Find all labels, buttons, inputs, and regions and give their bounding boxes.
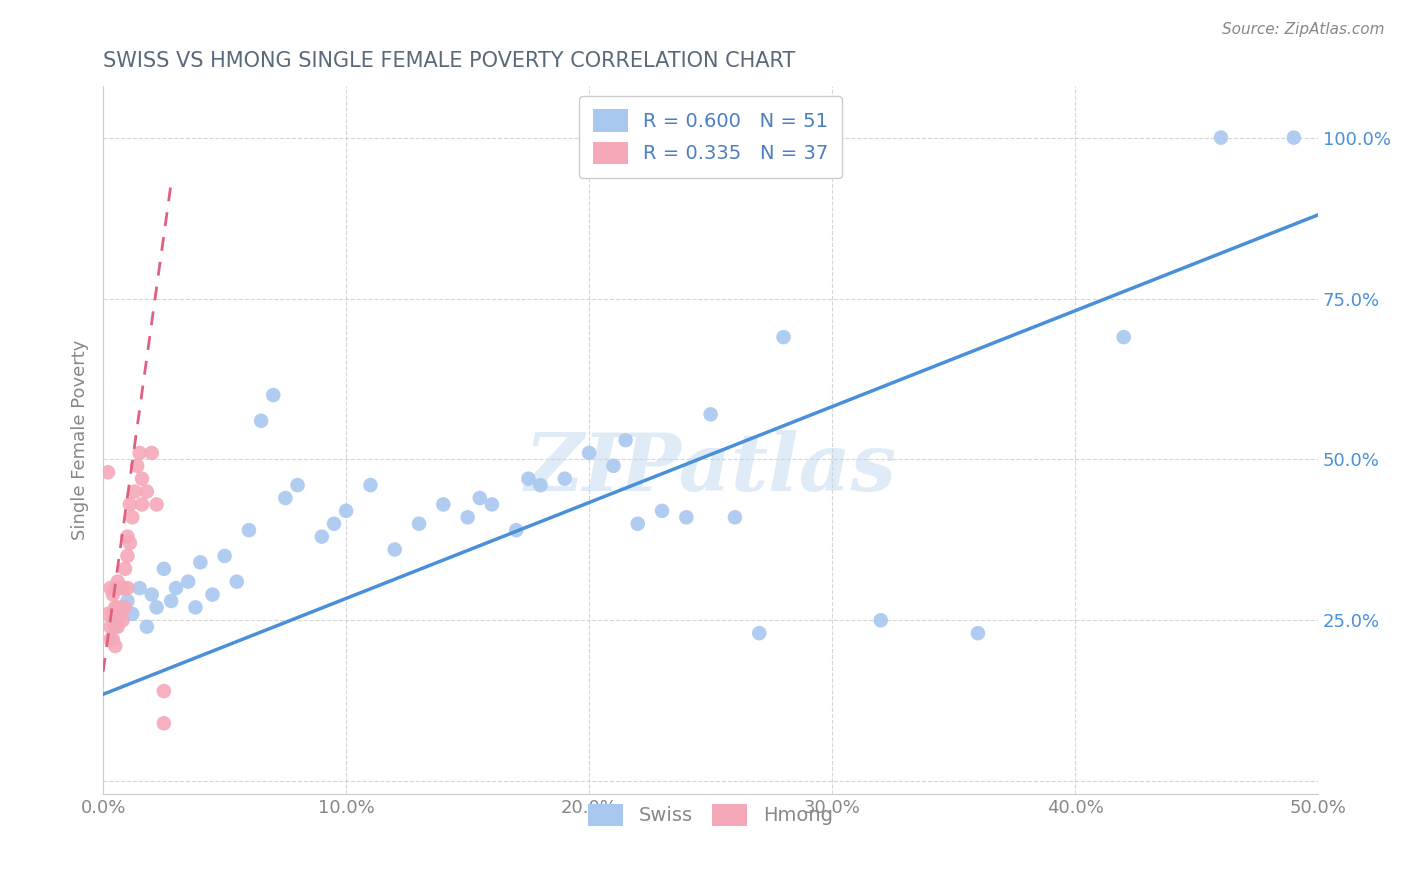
Point: [311, 530, 333, 544]
Point: [201, 588, 224, 602]
Point: [128, 581, 150, 595]
Point: [323, 516, 346, 531]
Point: [108, 607, 131, 621]
Point: [100, 581, 122, 595]
Point: [225, 574, 247, 589]
Point: [118, 498, 141, 512]
Point: [128, 446, 150, 460]
Point: [675, 510, 697, 524]
Point: [121, 607, 143, 621]
Point: [238, 523, 260, 537]
Point: [153, 716, 176, 731]
Text: Source: ZipAtlas.com: Source: ZipAtlas.com: [1222, 22, 1385, 37]
Point: [250, 414, 273, 428]
Point: [101, 588, 124, 602]
Point: [578, 446, 600, 460]
Point: [335, 504, 357, 518]
Point: [117, 581, 139, 595]
Point: [131, 472, 153, 486]
Point: [554, 472, 576, 486]
Point: [131, 498, 153, 512]
Point: [114, 562, 136, 576]
Point: [118, 536, 141, 550]
Point: [967, 626, 990, 640]
Point: [505, 523, 527, 537]
Point: [121, 510, 143, 524]
Point: [135, 620, 157, 634]
Point: [117, 530, 139, 544]
Point: [111, 600, 134, 615]
Legend: Swiss, Hmong: Swiss, Hmong: [581, 796, 841, 834]
Point: [145, 498, 167, 512]
Point: [274, 491, 297, 505]
Point: [104, 620, 127, 634]
Point: [359, 478, 381, 492]
Point: [135, 484, 157, 499]
Point: [384, 542, 406, 557]
Point: [104, 600, 127, 615]
Point: [124, 484, 146, 499]
Point: [1112, 330, 1135, 344]
Point: [117, 549, 139, 563]
Point: [108, 581, 131, 595]
Point: [107, 620, 129, 634]
Y-axis label: Single Female Poverty: Single Female Poverty: [72, 340, 89, 541]
Point: [651, 504, 673, 518]
Point: [262, 388, 284, 402]
Point: [214, 549, 236, 563]
Point: [772, 330, 794, 344]
Text: ZIPatlas: ZIPatlas: [524, 430, 897, 508]
Point: [160, 594, 183, 608]
Point: [165, 581, 187, 595]
Point: [627, 516, 650, 531]
Point: [1282, 130, 1305, 145]
Point: [481, 498, 503, 512]
Point: [748, 626, 770, 640]
Point: [100, 620, 122, 634]
Point: [457, 510, 479, 524]
Point: [107, 600, 129, 615]
Point: [529, 478, 551, 492]
Point: [432, 498, 454, 512]
Text: SWISS VS HMONG SINGLE FEMALE POVERTY CORRELATION CHART: SWISS VS HMONG SINGLE FEMALE POVERTY COR…: [103, 51, 796, 70]
Point: [114, 600, 136, 615]
Point: [145, 600, 167, 615]
Point: [97, 465, 120, 479]
Point: [724, 510, 747, 524]
Point: [97, 607, 120, 621]
Point: [517, 472, 540, 486]
Point: [104, 639, 127, 653]
Point: [1209, 130, 1232, 145]
Point: [141, 446, 163, 460]
Point: [111, 581, 134, 595]
Point: [117, 594, 139, 608]
Point: [100, 632, 122, 647]
Point: [127, 458, 149, 473]
Point: [111, 613, 134, 627]
Point: [188, 555, 211, 569]
Point: [153, 562, 176, 576]
Point: [869, 613, 891, 627]
Point: [184, 600, 207, 615]
Point: [107, 574, 129, 589]
Point: [287, 478, 309, 492]
Point: [602, 458, 624, 473]
Point: [101, 607, 124, 621]
Point: [468, 491, 491, 505]
Point: [614, 433, 637, 447]
Point: [408, 516, 430, 531]
Point: [104, 613, 127, 627]
Point: [104, 581, 127, 595]
Point: [177, 574, 200, 589]
Point: [153, 684, 176, 698]
Point: [101, 632, 124, 647]
Point: [141, 588, 163, 602]
Point: [699, 408, 721, 422]
